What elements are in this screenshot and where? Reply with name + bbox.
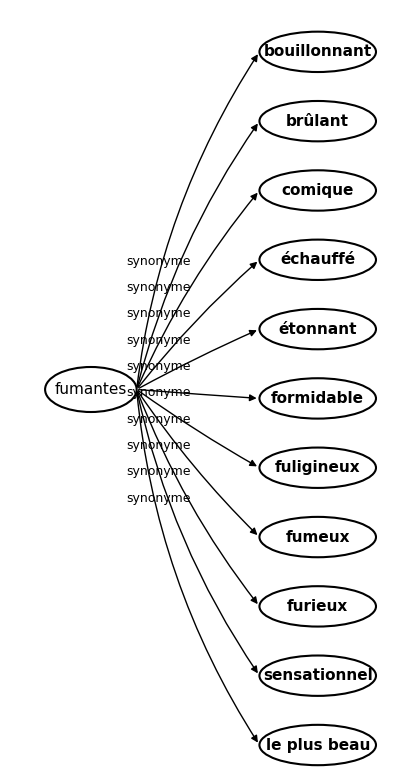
Text: sensationnel: sensationnel [263, 668, 372, 683]
Text: bouillonnant: bouillonnant [264, 44, 372, 59]
Text: synonyme: synonyme [126, 413, 191, 426]
Text: synonyme: synonyme [126, 308, 191, 320]
Ellipse shape [259, 101, 376, 141]
Text: fumeux: fumeux [285, 530, 350, 545]
Text: fumantes: fumantes [55, 382, 127, 397]
Ellipse shape [259, 379, 376, 418]
Ellipse shape [259, 171, 376, 210]
Ellipse shape [259, 309, 376, 349]
Ellipse shape [259, 240, 376, 280]
Text: le plus beau: le plus beau [266, 738, 370, 753]
Text: synonyme: synonyme [126, 492, 191, 505]
Ellipse shape [259, 448, 376, 488]
Text: échauffé: échauffé [280, 252, 355, 267]
Text: comique: comique [282, 183, 354, 198]
Text: formidable: formidable [271, 391, 364, 406]
Text: synonyme: synonyme [126, 360, 191, 373]
Text: brûlant: brûlant [286, 114, 349, 129]
Text: synonyme: synonyme [126, 439, 191, 452]
Ellipse shape [259, 655, 376, 696]
Text: synonyme: synonyme [126, 255, 191, 268]
Text: fuligineux: fuligineux [275, 460, 360, 475]
Text: furieux: furieux [287, 599, 348, 614]
Ellipse shape [259, 32, 376, 72]
Ellipse shape [45, 367, 137, 412]
Text: étonnant: étonnant [279, 322, 357, 337]
Text: synonyme: synonyme [126, 281, 191, 294]
Ellipse shape [259, 517, 376, 557]
Text: synonyme: synonyme [126, 465, 191, 478]
Text: synonyme: synonyme [126, 386, 191, 400]
Ellipse shape [259, 724, 376, 765]
Text: synonyme: synonyme [126, 333, 191, 347]
Ellipse shape [259, 586, 376, 626]
